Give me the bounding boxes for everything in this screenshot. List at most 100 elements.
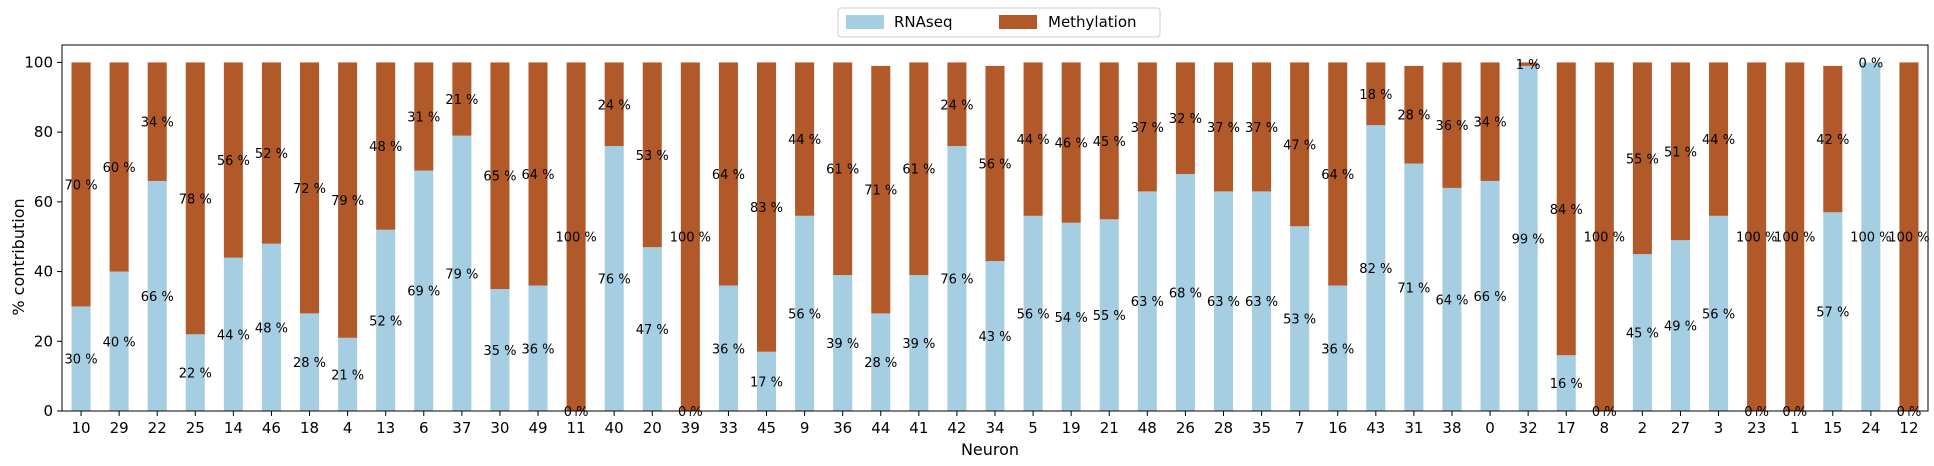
x-tick-label-27: 27 [1671,419,1690,437]
bar-rnaseq-16 [1328,285,1348,411]
x-tick-label-35: 35 [1252,419,1271,437]
bar-methylation-40 [604,62,624,147]
x-tick-label-26: 26 [1176,419,1195,437]
bar-methylation-41 [909,62,929,276]
bar-methylation-17 [1556,62,1576,356]
bar-methylation-12 [1899,62,1919,412]
x-tick-label-11: 11 [567,419,586,437]
bar-methylation-14 [223,62,243,258]
bar-rnaseq-7 [1290,226,1310,411]
x-tick-label-33: 33 [719,419,738,437]
x-tick-label-1: 1 [1790,419,1800,437]
x-tick-label-30: 30 [490,419,509,437]
bar-rnaseq-28 [1213,191,1234,411]
data-label-methylation-4: 79 % [331,194,364,209]
bar-rnaseq-3 [1709,215,1729,411]
bar-rnaseq-33 [718,285,738,411]
data-label-rnaseq-9: 56 % [788,307,821,322]
bar-methylation-44 [871,65,891,314]
data-label-methylation-24: 0 % [1858,56,1883,71]
data-label-rnaseq-35: 63 % [1245,295,1278,310]
bar-methylation-8 [1594,62,1614,412]
data-label-methylation-18: 72 % [293,182,326,197]
bar-rnaseq-6 [414,170,434,411]
x-tick-label-49: 49 [528,419,547,437]
bar-methylation-15 [1823,65,1843,213]
data-label-methylation-16: 64 % [1321,168,1354,183]
x-tick-label-19: 19 [1062,419,1081,437]
x-tick-label-29: 29 [110,419,129,437]
x-tick-label-15: 15 [1823,419,1842,437]
data-label-rnaseq-31: 71 % [1397,281,1430,296]
x-tick-label-2: 2 [1638,419,1648,437]
data-label-methylation-19: 46 % [1055,137,1088,152]
bar-rnaseq-35 [1252,191,1272,411]
x-tick-label-17: 17 [1557,419,1576,437]
bar-methylation-38 [1442,62,1462,188]
data-label-methylation-35: 37 % [1245,121,1278,136]
data-label-rnaseq-30: 35 % [483,344,516,359]
bar-methylation-34 [985,65,1005,262]
data-label-rnaseq-22: 66 % [141,290,174,305]
data-label-rnaseq-38: 64 % [1435,293,1468,308]
data-label-methylation-22: 34 % [141,116,174,131]
x-tick-label-7: 7 [1295,419,1305,437]
bar-rnaseq-17 [1556,355,1576,411]
x-tick-label-14: 14 [224,419,243,437]
bar-methylation-4 [338,62,358,338]
x-tick-label-21: 21 [1100,419,1119,437]
data-label-rnaseq-28: 63 % [1207,295,1240,310]
data-label-methylation-0: 34 % [1474,116,1507,131]
bar-rnaseq-10 [71,306,91,411]
data-label-methylation-42: 24 % [940,98,973,113]
data-label-methylation-9: 44 % [788,133,821,148]
x-tick-label-10: 10 [71,419,90,437]
bar-rnaseq-45 [756,351,777,411]
data-label-methylation-5: 44 % [1017,133,1050,148]
bar-methylation-10 [71,62,91,307]
legend-swatch-methylation [999,15,1037,29]
bar-rnaseq-20 [642,247,662,411]
data-label-methylation-27: 51 % [1664,145,1697,160]
bar-methylation-31 [1404,65,1424,164]
data-label-rnaseq-3: 56 % [1702,307,1735,322]
data-label-methylation-48: 37 % [1131,121,1164,136]
bar-methylation-35 [1252,62,1272,192]
x-tick-label-23: 23 [1747,419,1766,437]
bar-rnaseq-46 [261,243,281,411]
data-label-rnaseq-43: 82 % [1359,262,1392,277]
bar-methylation-6 [414,62,434,171]
data-label-methylation-14: 56 % [217,154,250,169]
data-label-methylation-33: 64 % [712,168,745,183]
bar-rnaseq-5 [1023,215,1043,411]
data-label-rnaseq-14: 44 % [217,328,250,343]
x-tick-label-45: 45 [757,419,776,437]
data-label-methylation-10: 70 % [65,178,98,193]
data-label-rnaseq-44: 28 % [864,356,897,371]
bar-methylation-49 [528,62,548,286]
data-label-methylation-21: 45 % [1093,135,1126,150]
data-label-rnaseq-17: 16 % [1550,377,1583,392]
bar-methylation-7 [1290,62,1310,227]
y-tick-label-80: 80 [34,123,53,141]
data-label-rnaseq-41: 39 % [902,337,935,352]
x-tick-label-20: 20 [643,419,662,437]
data-label-methylation-32: 1 % [1516,58,1541,73]
x-tick-label-34: 34 [985,419,1004,437]
x-tick-label-36: 36 [833,419,852,437]
data-label-methylation-20: 53 % [636,149,669,164]
data-label-methylation-17: 84 % [1550,203,1583,218]
bar-methylation-45 [756,62,777,352]
data-label-methylation-7: 47 % [1283,138,1316,153]
data-label-methylation-6: 31 % [407,110,440,125]
data-label-rnaseq-40: 76 % [598,273,631,288]
bar-rnaseq-22 [147,180,167,411]
x-tick-label-37: 37 [452,419,471,437]
data-label-methylation-12: 100 % [1888,231,1929,246]
data-label-methylation-31: 28 % [1397,109,1430,124]
bar-rnaseq-32 [1518,65,1538,412]
data-label-methylation-46: 52 % [255,147,288,162]
bar-methylation-37 [452,62,472,136]
data-label-methylation-39: 100 % [670,231,711,246]
